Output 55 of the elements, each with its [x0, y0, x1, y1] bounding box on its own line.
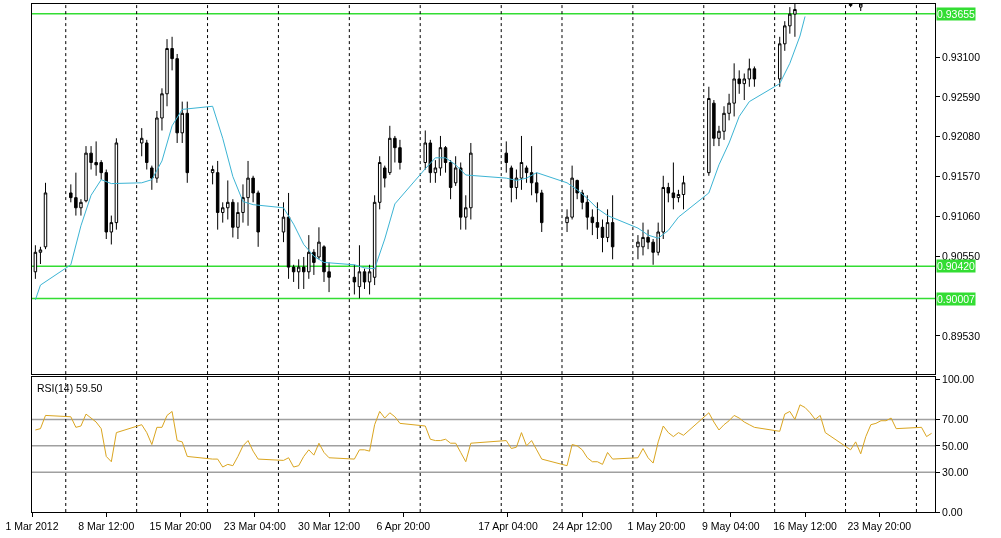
y-tick-label: 0.91570 [942, 170, 981, 183]
x-tick-label: 23 May 20:00 [847, 519, 912, 532]
candlestick [367, 264, 372, 295]
y-tick-label: 0.00 [942, 505, 963, 518]
x-tick-label: 8 Mar 12:00 [78, 519, 135, 532]
y-tick-label: 30.00 [942, 465, 969, 478]
y-tick-label: 0.92590 [942, 90, 981, 103]
candlestick [281, 201, 286, 243]
y-tick-label: 0.91060 [942, 210, 981, 223]
x-tick-label: 1 Mar 2012 [5, 519, 59, 532]
y-tick-label: 70.00 [942, 413, 969, 426]
x-tick-label: 9 May 04:00 [701, 519, 760, 532]
candlestick [605, 208, 610, 243]
candlestick [362, 268, 367, 290]
candlestick [676, 189, 681, 203]
y-tick-label: 50.00 [942, 439, 969, 452]
y-tick-label: 0.93100 [942, 50, 981, 63]
x-tick-label: 23 Mar 04:00 [223, 519, 286, 532]
x-tick-label: 30 Mar 12:00 [298, 519, 361, 532]
candlestick [514, 169, 519, 200]
y-tick-label: 0.92080 [942, 130, 981, 143]
x-tick-label: 17 Apr 04:00 [478, 519, 538, 532]
candlestick [504, 140, 509, 174]
x-tick-label: 16 May 12:00 [773, 519, 838, 532]
candlestick [352, 264, 357, 295]
candlestick [443, 145, 448, 174]
ref-line-label: 0.90420 [937, 260, 976, 272]
candlestick [519, 135, 524, 191]
candlestick [448, 159, 453, 200]
candlestick [438, 135, 443, 177]
candlestick [595, 201, 600, 240]
ref-line-label: 0.90007 [937, 293, 976, 305]
line-series [34, 404, 933, 468]
candlestick [524, 165, 529, 184]
ref-line-label: 0.93655 [937, 8, 976, 20]
candlestick [509, 165, 514, 203]
x-tick-label: 15 Mar 20:00 [149, 519, 212, 532]
y-tick-label: 0.90550 [942, 249, 981, 262]
y-tick-label: 0.89530 [942, 329, 981, 342]
candlestick [529, 145, 534, 196]
candlestick [600, 218, 605, 253]
candlestick [38, 246, 43, 265]
candlestick [610, 194, 615, 260]
x-tick-label: 24 Apr 12:00 [552, 519, 613, 532]
candlestick [681, 175, 686, 210]
y-tick-label: 100.00 [942, 373, 975, 386]
candlestick [752, 65, 757, 88]
text: RSI(14) 59.50 [37, 382, 103, 394]
candlestick [286, 192, 291, 280]
candlestick [357, 244, 362, 299]
x-tick-label: 6 Apr 20:00 [376, 519, 431, 532]
candlestick [210, 165, 215, 185]
candlestick [433, 159, 438, 184]
x-tick-label: 1 May 20:00 [627, 519, 686, 532]
line-series [34, 15, 806, 301]
